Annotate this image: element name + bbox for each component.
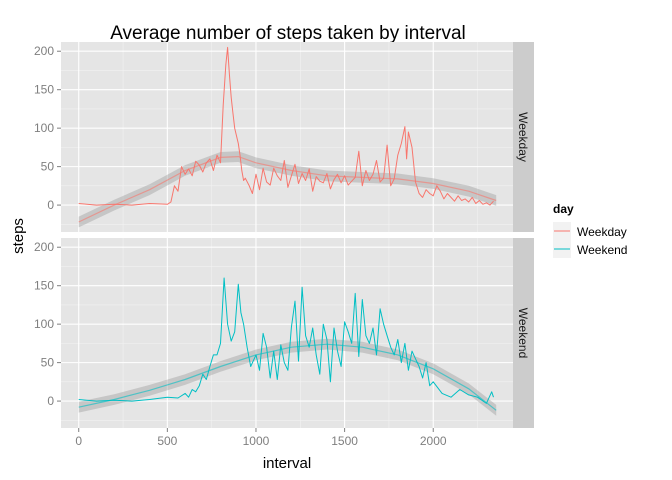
x-tick-label: 500: [157, 434, 177, 448]
chart-title: Average number of steps taken by interva…: [110, 23, 466, 44]
strip-background: [513, 238, 534, 428]
legend-label-weekday: Weekday: [577, 225, 627, 239]
y-tick-label: 150: [34, 279, 54, 293]
strip-background: [513, 42, 534, 232]
smooth-ribbon: [78, 338, 497, 416]
x-tick-label: 2000: [420, 434, 447, 448]
legend-item-weekend: Weekend: [553, 240, 627, 258]
smooth-line: [78, 343, 497, 411]
y-tick-label: 200: [34, 44, 54, 58]
legend: day Weekday Weekend: [553, 202, 627, 258]
panel-weekend: Weekend 0 50 100 150 200: [34, 238, 534, 428]
y-tick-label: 0: [47, 394, 54, 408]
panel-weekday: Weekday 0 50 100 150 200: [34, 42, 534, 232]
y-tick-label: 50: [41, 356, 55, 370]
strip-label: Weekday: [516, 112, 530, 162]
smooth-line: [78, 155, 497, 223]
y-tick-label: 200: [34, 240, 54, 254]
legend-label-weekend: Weekend: [577, 243, 627, 257]
y-tick-label: 0: [47, 198, 54, 212]
y-tick-label: 100: [34, 121, 54, 135]
x-axis: 0 500 1000 1500 2000: [75, 428, 447, 448]
x-axis-title: interval: [263, 455, 311, 472]
y-tick-label: 150: [34, 83, 54, 97]
panel-background: [61, 238, 513, 428]
panel-background: [61, 42, 513, 232]
legend-item-weekday: Weekday: [553, 222, 627, 240]
strip-label: Weekend: [516, 308, 530, 358]
x-tick-label: 1500: [331, 434, 358, 448]
x-tick-label: 0: [75, 434, 82, 448]
y-axis-title: steps: [10, 218, 27, 254]
legend-title: day: [553, 202, 574, 216]
y-tick-label: 50: [41, 160, 55, 174]
x-tick-label: 1000: [243, 434, 270, 448]
series-line-weekend: [78, 277, 494, 404]
y-tick-label: 100: [34, 317, 54, 331]
